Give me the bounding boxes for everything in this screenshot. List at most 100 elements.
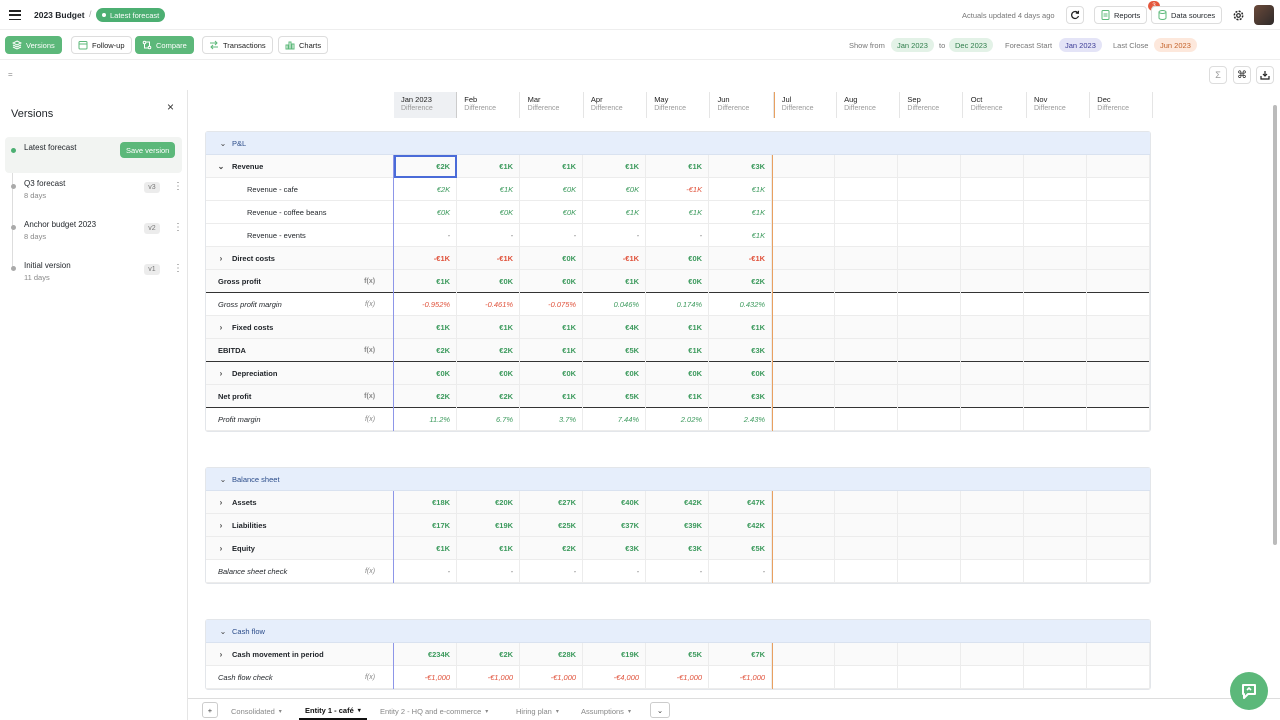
value-cell[interactable]: €3K xyxy=(709,339,773,362)
value-cell[interactable] xyxy=(961,316,1025,339)
row-label[interactable]: › Equity xyxy=(206,537,395,560)
value-cell[interactable] xyxy=(772,491,836,514)
value-cell[interactable] xyxy=(1087,560,1151,583)
value-cell[interactable] xyxy=(1087,385,1151,408)
row-label[interactable]: Revenue - cafe xyxy=(206,178,395,201)
month-header-cell[interactable]: Apr Difference xyxy=(584,92,647,118)
follow-up-button[interactable]: Follow-up xyxy=(71,36,132,54)
budget-title[interactable]: 2023 Budget xyxy=(34,10,85,20)
value-cell[interactable]: €1K xyxy=(394,316,458,339)
value-cell[interactable] xyxy=(772,178,836,201)
value-cell[interactable] xyxy=(961,155,1025,178)
value-cell[interactable] xyxy=(835,270,899,293)
value-cell[interactable]: €1K xyxy=(583,155,647,178)
value-cell[interactable] xyxy=(898,293,962,316)
value-cell[interactable] xyxy=(961,560,1025,583)
value-cell[interactable] xyxy=(1087,537,1151,560)
value-cell[interactable] xyxy=(1087,408,1151,431)
value-cell[interactable] xyxy=(898,491,962,514)
value-cell[interactable]: €25K xyxy=(520,514,584,537)
value-cell[interactable] xyxy=(1024,385,1088,408)
row-label[interactable]: › Direct costs xyxy=(206,247,395,270)
value-cell[interactable]: €1K xyxy=(457,178,521,201)
value-cell[interactable]: - xyxy=(457,560,521,583)
value-cell[interactable] xyxy=(898,201,962,224)
value-cell[interactable]: €2K xyxy=(520,537,584,560)
value-cell[interactable]: €0K xyxy=(457,362,521,385)
value-cell[interactable] xyxy=(1024,362,1088,385)
month-header-cell[interactable]: Feb Difference xyxy=(457,92,521,118)
row-label[interactable]: EBITDA f(x) xyxy=(206,339,395,362)
value-cell[interactable] xyxy=(1087,666,1151,689)
version-item-initial-version[interactable]: Initial version 11 days v1 ⋮ xyxy=(5,255,183,291)
value-cell[interactable]: €3K xyxy=(583,537,647,560)
value-cell[interactable] xyxy=(772,385,836,408)
value-cell[interactable]: €0K xyxy=(520,247,584,270)
value-cell[interactable] xyxy=(1024,339,1088,362)
month-header-cell[interactable]: Mar Difference xyxy=(521,92,584,118)
value-cell[interactable]: €2K xyxy=(394,155,458,178)
value-cell[interactable] xyxy=(772,270,836,293)
value-cell[interactable]: 0.432% xyxy=(709,293,773,316)
value-cell[interactable]: €2K xyxy=(457,643,521,666)
value-cell[interactable]: €234K xyxy=(394,643,458,666)
value-cell[interactable] xyxy=(772,155,836,178)
value-cell[interactable] xyxy=(835,224,899,247)
show-to-chip[interactable]: Dec 2023 xyxy=(949,38,994,52)
value-cell[interactable]: €5K xyxy=(583,385,647,408)
value-cell[interactable] xyxy=(898,247,962,270)
value-cell[interactable]: -€1,000 xyxy=(520,666,584,689)
value-cell[interactable]: €27K xyxy=(520,491,584,514)
value-cell[interactable]: €1K xyxy=(457,155,521,178)
value-cell[interactable] xyxy=(898,408,962,431)
value-cell[interactable] xyxy=(961,643,1025,666)
row-label[interactable]: ⌄ Revenue xyxy=(206,155,395,178)
value-cell[interactable] xyxy=(772,666,836,689)
row-label[interactable]: › Cash movement in period xyxy=(206,643,395,666)
value-cell[interactable]: - xyxy=(520,224,584,247)
save-version-button[interactable]: Save version xyxy=(120,142,176,158)
value-cell[interactable]: €0K xyxy=(583,178,647,201)
value-cell[interactable] xyxy=(1087,178,1150,201)
value-cell[interactable]: €4K xyxy=(583,316,647,339)
value-cell[interactable] xyxy=(961,537,1025,560)
value-cell[interactable] xyxy=(772,643,836,666)
month-header-cell[interactable]: Sep Difference xyxy=(900,92,964,118)
value-cell[interactable]: -€1K xyxy=(394,247,458,270)
month-header-cell[interactable]: Jul Difference xyxy=(773,92,837,118)
value-cell[interactable] xyxy=(961,491,1025,514)
sum-button[interactable]: Σ xyxy=(1209,66,1227,84)
value-cell[interactable] xyxy=(961,224,1025,247)
menu-icon[interactable] xyxy=(8,8,22,22)
value-cell[interactable]: €28K xyxy=(520,643,584,666)
vertical-scrollbar[interactable] xyxy=(1273,105,1277,545)
value-cell[interactable]: - xyxy=(646,224,710,247)
value-cell[interactable]: €20K xyxy=(457,491,521,514)
value-cell[interactable] xyxy=(772,408,836,431)
value-cell[interactable] xyxy=(772,293,836,316)
value-cell[interactable]: - xyxy=(709,560,773,583)
value-cell[interactable]: €1K xyxy=(394,537,458,560)
chevron-right-icon[interactable]: › xyxy=(219,650,223,659)
value-cell[interactable] xyxy=(898,514,962,537)
value-cell[interactable] xyxy=(1087,270,1151,293)
value-cell[interactable]: -0.952% xyxy=(394,293,458,316)
reports-button[interactable]: Reports xyxy=(1094,6,1148,24)
row-label[interactable]: Revenue - events xyxy=(206,224,395,247)
chevron-right-icon[interactable]: › xyxy=(219,498,223,507)
value-cell[interactable] xyxy=(1087,491,1151,514)
last-close-chip[interactable]: Jun 2023 xyxy=(1154,38,1197,52)
value-cell[interactable] xyxy=(898,643,962,666)
version-item-latest-forecast[interactable]: Latest forecast Save version xyxy=(5,137,182,173)
month-header-cell[interactable]: Jun Difference xyxy=(711,92,774,118)
value-cell[interactable] xyxy=(898,316,962,339)
value-cell[interactable] xyxy=(1024,537,1088,560)
value-cell[interactable]: - xyxy=(583,224,647,247)
value-cell[interactable] xyxy=(835,537,899,560)
value-cell[interactable]: €1K xyxy=(457,537,521,560)
value-cell[interactable]: €0K xyxy=(583,362,647,385)
value-cell[interactable]: €0K xyxy=(646,362,710,385)
value-cell[interactable] xyxy=(898,560,962,583)
value-cell[interactable] xyxy=(835,491,899,514)
value-cell[interactable]: €1K xyxy=(646,385,710,408)
